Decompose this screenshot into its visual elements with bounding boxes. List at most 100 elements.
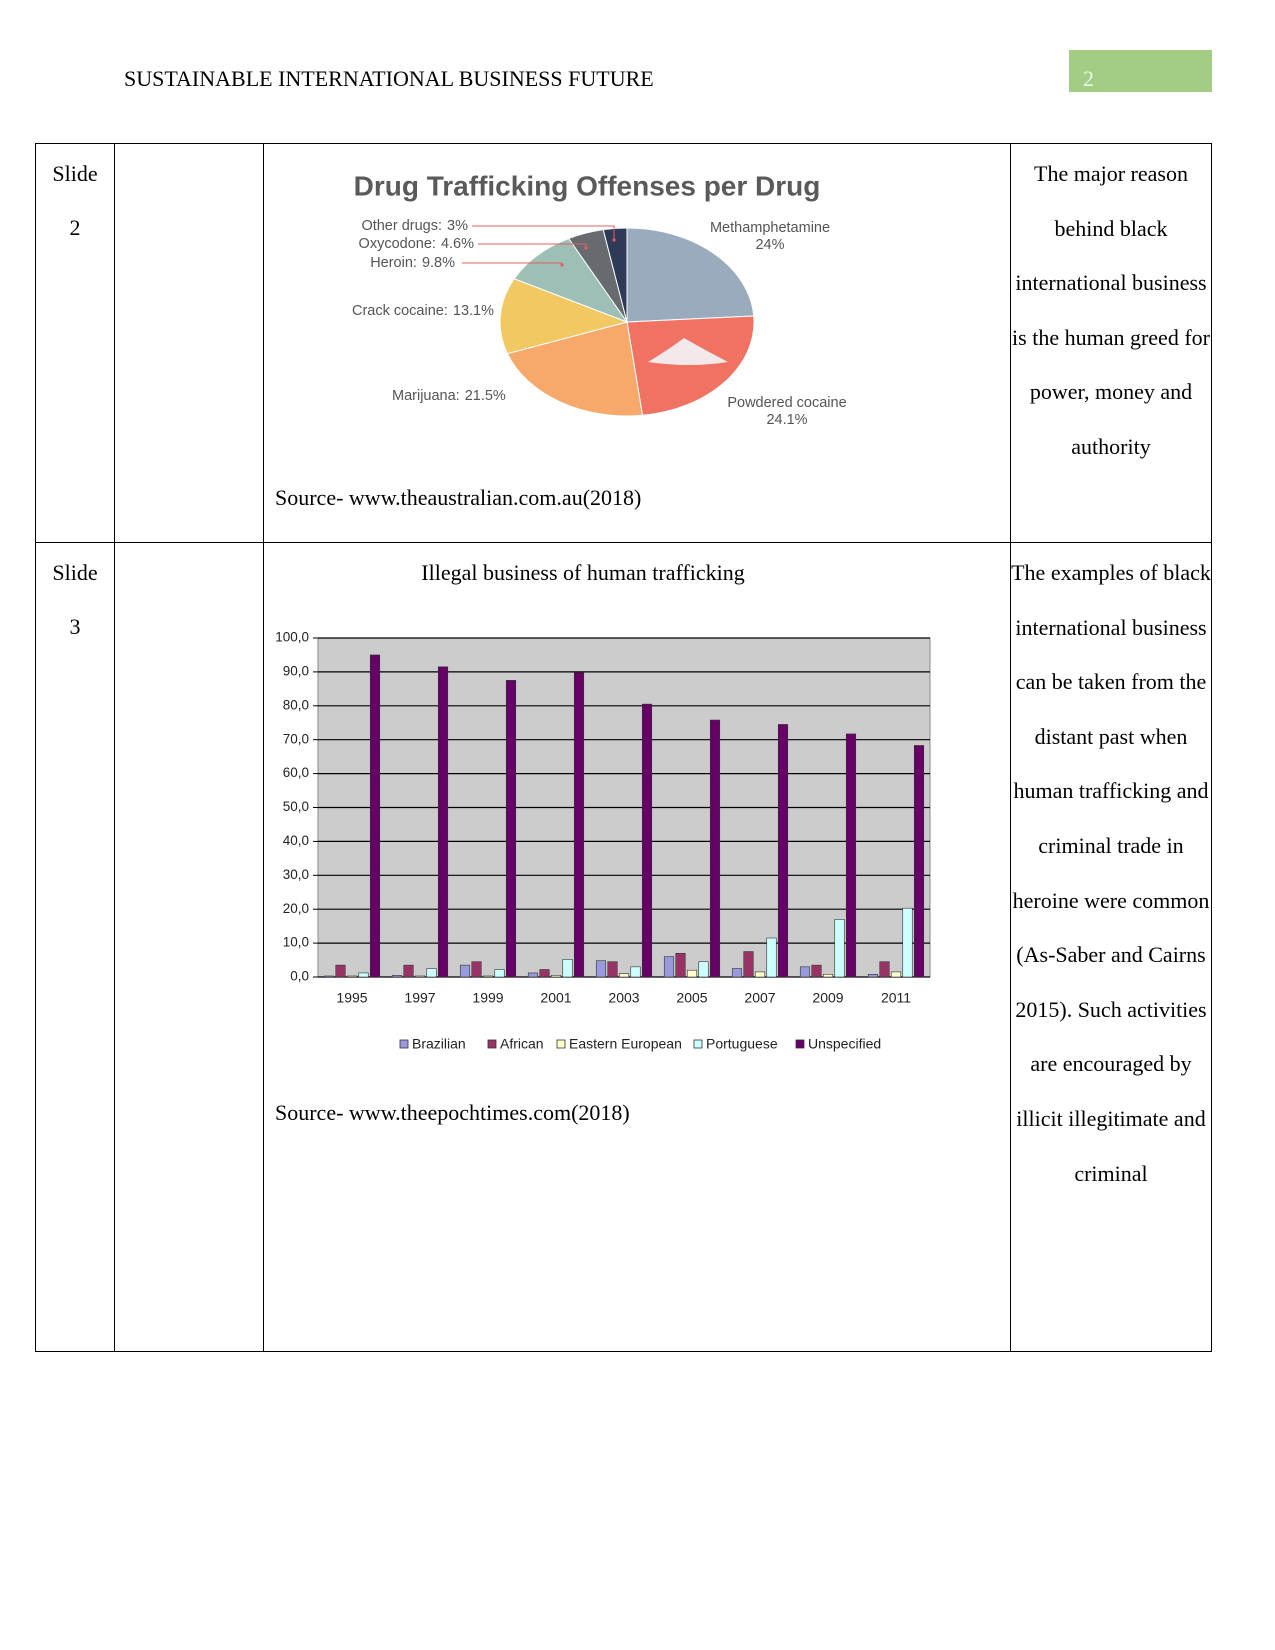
leader-dot <box>560 263 564 267</box>
leader-line <box>472 225 615 240</box>
bar <box>698 961 709 978</box>
legend-swatch <box>693 1039 703 1049</box>
bar <box>414 975 426 978</box>
bar <box>777 724 789 978</box>
page-number: 2 <box>1083 66 1094 91</box>
x-tick-label: 2011 <box>881 990 911 1006</box>
x-tick-label: 2007 <box>744 990 775 1006</box>
bar <box>630 966 641 978</box>
slide-label: Slide 3 <box>52 560 98 639</box>
bar <box>890 971 902 978</box>
slice-label: Crack cocaine: 13.1% <box>352 303 494 319</box>
bar <box>709 719 721 978</box>
pie-slice <box>499 278 629 355</box>
bar <box>675 952 686 978</box>
pie-title: Drug Trafficking Offenses per Drug <box>354 170 821 201</box>
bar <box>799 966 811 978</box>
slide-label: Slide 2 <box>52 161 98 240</box>
x-tick-label: 1999 <box>472 990 503 1006</box>
bar <box>766 937 777 978</box>
table-border <box>35 1351 1212 1352</box>
x-tick-label: 1997 <box>404 990 435 1006</box>
bar <box>663 956 675 978</box>
y-tick-label: 50,0 <box>283 799 309 814</box>
source: Source- www.theepochtimes.com(2018) <box>275 1100 630 1125</box>
slice-name: Heroin: <box>370 255 417 271</box>
table-border <box>263 143 264 1352</box>
page-number-box: 2 <box>1069 50 1212 92</box>
slice-label: Other drugs: 3% <box>361 218 468 234</box>
bar <box>562 959 573 978</box>
bar <box>403 964 414 978</box>
legend-label: Unspecified <box>808 1036 881 1052</box>
slice-value: 9.8% <box>422 255 455 271</box>
legend-swatch <box>487 1039 497 1049</box>
pie-slice <box>626 315 755 416</box>
pie-slice <box>513 237 629 324</box>
bar <box>471 961 482 978</box>
decoration <box>648 338 728 365</box>
bar <box>743 951 754 978</box>
y-tick-label: 100,0 <box>275 630 309 645</box>
slice-name: Marijuana: <box>392 388 460 404</box>
bar <box>358 972 369 978</box>
slice-value: 24.1% <box>766 412 807 428</box>
bar <box>437 666 449 978</box>
y-tick-label: 40,0 <box>283 833 309 848</box>
bar <box>618 973 630 978</box>
slice-value: 4.6% <box>441 236 474 252</box>
bar <box>323 975 335 978</box>
table-border <box>1211 143 1212 1352</box>
caption: Illegal business of human trafficking <box>421 560 745 585</box>
y-tick-label: 80,0 <box>283 697 309 712</box>
y-tick-label: 20,0 <box>283 901 309 916</box>
table-border <box>35 143 36 1352</box>
y-tick-label: 90,0 <box>283 663 309 678</box>
bar <box>539 969 550 978</box>
source: Source- www.theaustralian.com.au(2018) <box>275 485 642 510</box>
pie-slice <box>506 321 644 417</box>
slice-value: 21.5% <box>465 388 506 404</box>
bar <box>913 745 925 978</box>
legend-swatch <box>556 1039 566 1049</box>
bar <box>595 960 607 978</box>
legend-label: Eastern European <box>569 1036 682 1052</box>
cell-text: The examples of black international busi… <box>1011 560 1211 1186</box>
leader-dot <box>612 238 616 242</box>
bar <box>686 969 698 978</box>
slice-label: Methamphetamine <box>710 220 830 236</box>
x-tick-label: 2005 <box>676 990 707 1006</box>
header-title: SUSTAINABLE INTERNATIONAL BUSINESS FUTUR… <box>124 66 654 91</box>
bar <box>494 969 505 978</box>
legend-label: Brazilian <box>412 1036 466 1052</box>
slice-label: Marijuana: 21.5% <box>392 388 506 404</box>
bar <box>346 975 358 978</box>
x-tick-label: 2009 <box>812 990 843 1006</box>
slice-value: 24% <box>755 237 784 253</box>
slice-label: Heroin: 9.8% <box>370 255 455 271</box>
y-tick-label: 60,0 <box>283 765 309 780</box>
slice-name: Other drugs: <box>361 218 442 234</box>
bar <box>335 964 346 978</box>
bar <box>607 961 618 978</box>
bar <box>879 961 890 978</box>
bar <box>527 972 539 978</box>
table-border <box>1010 143 1011 1352</box>
bar <box>426 968 437 978</box>
bar <box>731 968 743 978</box>
y-tick-label: 30,0 <box>283 867 309 882</box>
slice-value: 13.1% <box>453 303 494 319</box>
bar <box>369 654 381 978</box>
bar <box>902 907 913 978</box>
bar <box>550 975 562 978</box>
bar <box>867 973 879 978</box>
x-tick-label: 2001 <box>540 990 571 1006</box>
cell-text: The major reason behind black internatio… <box>1012 161 1210 459</box>
legend-swatch <box>399 1039 409 1049</box>
bar <box>573 672 585 978</box>
bar <box>459 964 471 978</box>
bar <box>482 975 494 978</box>
slice-name: Crack cocaine: <box>352 303 448 319</box>
